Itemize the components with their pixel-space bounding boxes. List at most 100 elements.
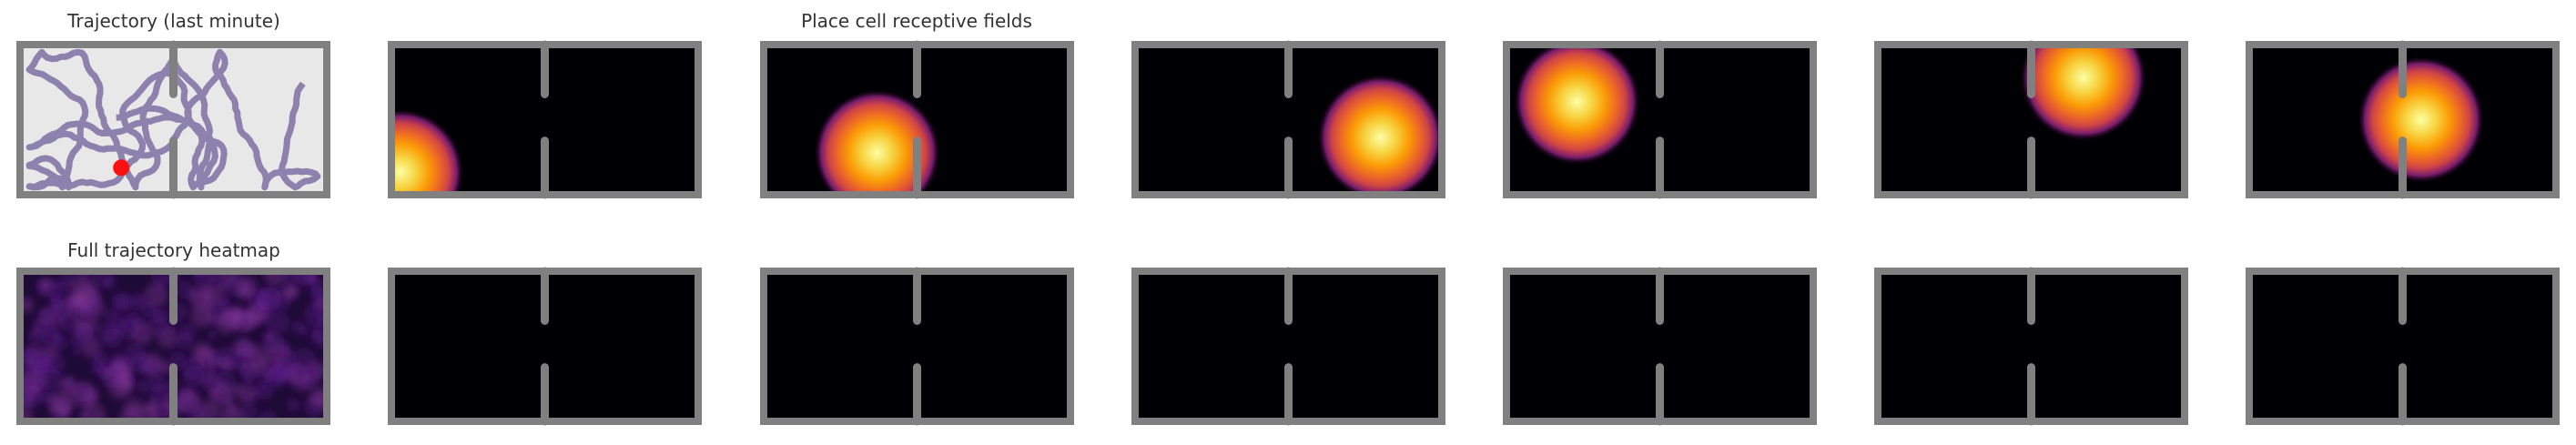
heat-blob (260, 382, 269, 391)
heat-blob (176, 280, 195, 299)
border (16, 268, 330, 425)
border (760, 268, 1074, 425)
heat-blob (182, 365, 206, 388)
heat-blob (262, 371, 274, 383)
heat-blob (49, 290, 61, 303)
heat-blob (281, 284, 299, 301)
heat-blob (136, 379, 150, 394)
agent (113, 159, 130, 177)
heat-blob (90, 365, 100, 375)
heat-blob (72, 346, 82, 356)
heat-blob (75, 284, 100, 309)
heat-blob (26, 329, 46, 347)
heat-blob (207, 365, 216, 374)
heat-blob (145, 399, 162, 416)
heat-blob (217, 356, 230, 369)
heat-blob (256, 286, 281, 312)
heat-blob (38, 390, 52, 405)
border (760, 41, 1074, 198)
border (16, 41, 330, 198)
heat-blob (310, 278, 327, 298)
heat-blob (147, 373, 167, 393)
place-field (391, 108, 465, 195)
border (2246, 268, 2560, 425)
heat-blob (292, 348, 317, 372)
heat-blob (79, 304, 94, 318)
heat-blob (236, 283, 253, 300)
heat-blob (209, 358, 219, 367)
heat-blob (310, 329, 325, 344)
heat-blob (198, 399, 220, 421)
title: Trajectory (last minute) (66, 10, 280, 32)
heat-blob (207, 329, 218, 341)
heat-blob (103, 328, 124, 349)
heat-blob (248, 389, 257, 399)
heat-blob (191, 341, 212, 362)
heat-blob (311, 363, 327, 379)
heat-blob (263, 271, 288, 287)
heat-blob (150, 271, 170, 287)
heat-blob (129, 293, 147, 311)
border (388, 41, 702, 198)
heat-blob (264, 333, 272, 341)
heat-blob (235, 359, 248, 371)
title: Full trajectory heatmap (67, 239, 280, 261)
heat-blob (111, 293, 129, 312)
heat-blob (233, 338, 253, 358)
heat-blob (72, 380, 94, 402)
heat-blob (281, 346, 292, 357)
heat-blob (176, 388, 200, 413)
heat-blob (209, 389, 219, 399)
heat-blob (190, 303, 215, 328)
heat-blob (101, 371, 118, 389)
heat-blob (42, 344, 58, 359)
heat-blob (30, 383, 42, 395)
heat-blob (189, 286, 213, 310)
border (1874, 41, 2188, 198)
border (1131, 268, 1445, 425)
heat-blob (125, 398, 144, 417)
heat-blob (239, 403, 258, 421)
heat-blob (282, 272, 296, 286)
place-field (1316, 74, 1442, 195)
place-field (2019, 45, 2147, 142)
heat-blob (223, 298, 231, 306)
title: Place cell receptive fields (801, 10, 1032, 32)
border (388, 268, 702, 425)
place-field (813, 88, 941, 195)
heat-blob (298, 324, 309, 336)
border (1503, 41, 1817, 198)
heat-blob (314, 392, 326, 404)
heat-blob (175, 331, 194, 350)
heat-blob (233, 384, 242, 393)
heat-blob (33, 326, 42, 335)
border (1874, 268, 2188, 425)
heat-blob (112, 359, 131, 379)
heat-blob (286, 398, 300, 412)
heat-blob (244, 373, 255, 385)
heat-blob (38, 278, 54, 294)
heat-blob (53, 299, 73, 319)
heat-blob (144, 283, 168, 308)
trajectory (25, 48, 321, 191)
heat-blob (228, 406, 237, 414)
heat-blob (80, 410, 90, 420)
heat-blob (187, 356, 196, 365)
heat-blob (59, 377, 77, 395)
heat-blob (40, 369, 63, 391)
heat-blob (222, 308, 243, 329)
border (1503, 268, 1817, 425)
place-field (2357, 56, 2485, 184)
heat-blob (51, 330, 60, 340)
heat-blob (94, 350, 109, 367)
heat-blob (204, 374, 215, 385)
heat-blob (74, 322, 95, 343)
heat-blob (49, 390, 75, 416)
heat-blob (124, 342, 147, 365)
place-field (1513, 45, 1641, 166)
heat-blob (21, 347, 40, 366)
panel (1506, 271, 1813, 421)
heat-blob (211, 382, 236, 407)
heat-blob (103, 277, 117, 290)
